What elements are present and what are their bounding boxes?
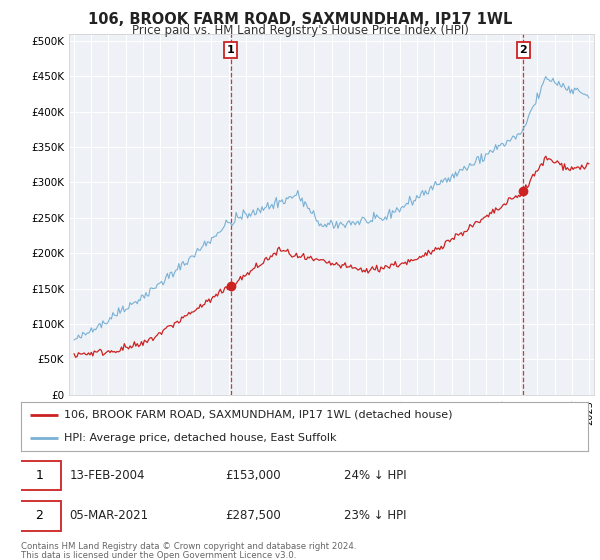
Text: 106, BROOK FARM ROAD, SAXMUNDHAM, IP17 1WL: 106, BROOK FARM ROAD, SAXMUNDHAM, IP17 1… — [88, 12, 512, 27]
Text: 05-MAR-2021: 05-MAR-2021 — [69, 509, 148, 522]
Text: Price paid vs. HM Land Registry's House Price Index (HPI): Price paid vs. HM Land Registry's House … — [131, 24, 469, 36]
Text: 23% ↓ HPI: 23% ↓ HPI — [344, 509, 407, 522]
Text: 2: 2 — [520, 45, 527, 55]
Text: 24% ↓ HPI: 24% ↓ HPI — [344, 469, 407, 482]
Text: 1: 1 — [227, 45, 235, 55]
Text: This data is licensed under the Open Government Licence v3.0.: This data is licensed under the Open Gov… — [21, 551, 296, 560]
Text: £287,500: £287,500 — [225, 509, 281, 522]
Text: HPI: Average price, detached house, East Suffolk: HPI: Average price, detached house, East… — [64, 433, 336, 444]
FancyBboxPatch shape — [18, 460, 61, 491]
Text: £153,000: £153,000 — [225, 469, 281, 482]
Text: 2: 2 — [35, 509, 43, 522]
Text: Contains HM Land Registry data © Crown copyright and database right 2024.: Contains HM Land Registry data © Crown c… — [21, 542, 356, 550]
Text: 106, BROOK FARM ROAD, SAXMUNDHAM, IP17 1WL (detached house): 106, BROOK FARM ROAD, SAXMUNDHAM, IP17 1… — [64, 410, 452, 420]
FancyBboxPatch shape — [18, 501, 61, 531]
Text: 1: 1 — [35, 469, 43, 482]
Text: 13-FEB-2004: 13-FEB-2004 — [69, 469, 145, 482]
